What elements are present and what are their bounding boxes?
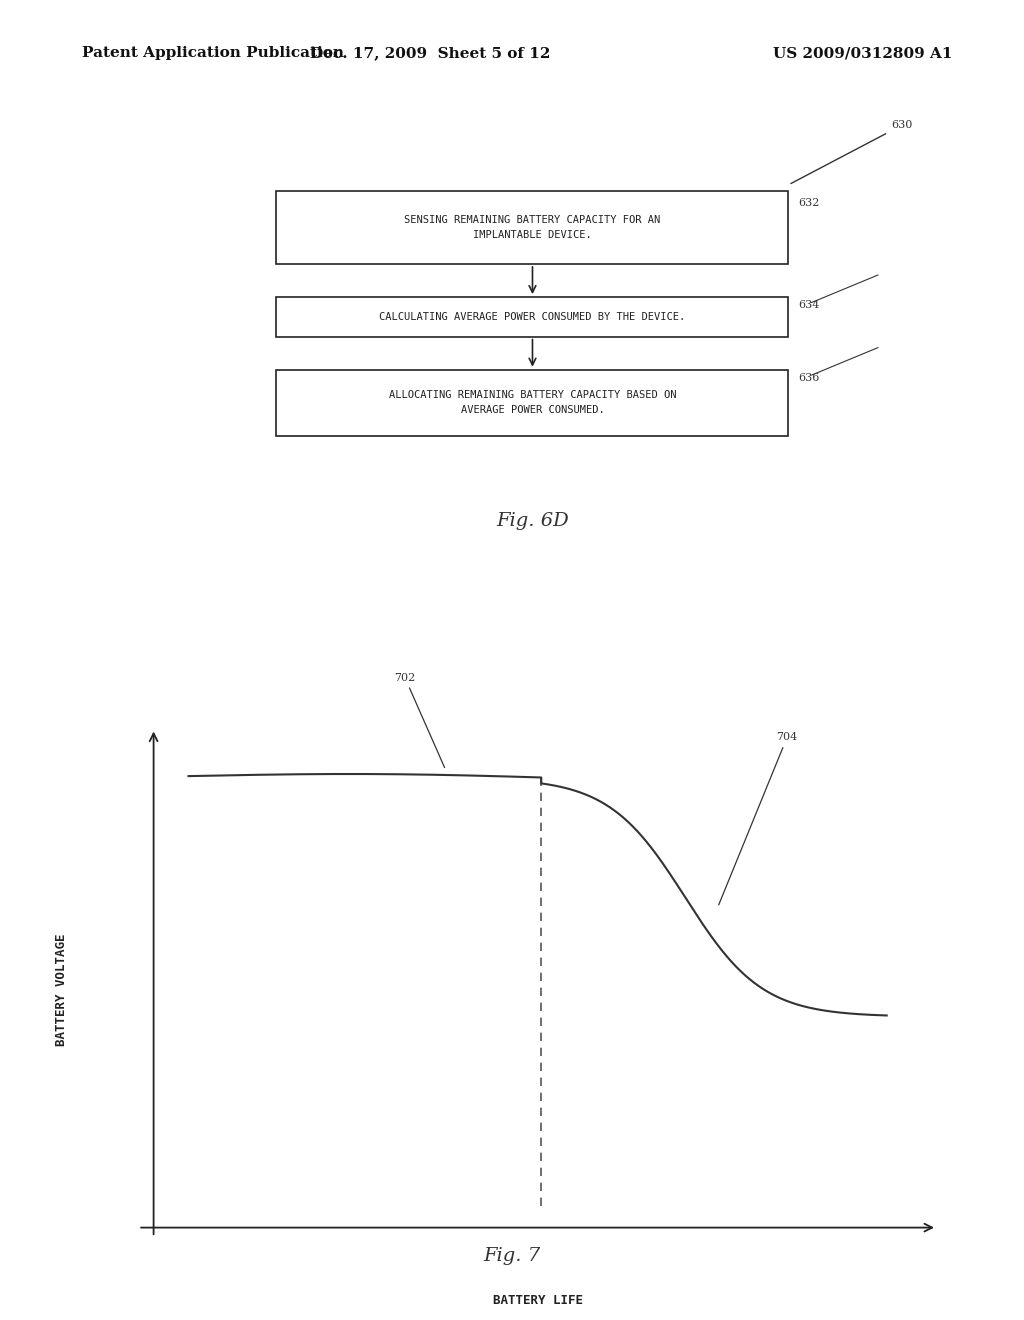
Text: Fig. 6D: Fig. 6D [496, 512, 569, 531]
Text: 702: 702 [394, 673, 444, 768]
Text: Dec. 17, 2009  Sheet 5 of 12: Dec. 17, 2009 Sheet 5 of 12 [310, 46, 550, 61]
Text: BATTERY VOLTAGE: BATTERY VOLTAGE [55, 933, 68, 1047]
Text: 704: 704 [719, 733, 798, 906]
Text: 634: 634 [799, 301, 820, 310]
Text: CALCULATING AVERAGE POWER CONSUMED BY THE DEVICE.: CALCULATING AVERAGE POWER CONSUMED BY TH… [379, 312, 686, 322]
Text: 636: 636 [799, 374, 820, 383]
FancyBboxPatch shape [276, 191, 788, 264]
Text: Patent Application Publication: Patent Application Publication [82, 46, 344, 61]
Text: 630: 630 [791, 120, 912, 183]
Text: ALLOCATING REMAINING BATTERY CAPACITY BASED ON
AVERAGE POWER CONSUMED.: ALLOCATING REMAINING BATTERY CAPACITY BA… [389, 391, 676, 414]
Text: US 2009/0312809 A1: US 2009/0312809 A1 [773, 46, 952, 61]
Text: SENSING REMAINING BATTERY CAPACITY FOR AN
IMPLANTABLE DEVICE.: SENSING REMAINING BATTERY CAPACITY FOR A… [404, 215, 660, 240]
Text: BATTERY LIFE: BATTERY LIFE [493, 1294, 583, 1307]
FancyBboxPatch shape [276, 370, 788, 436]
Text: 632: 632 [799, 198, 820, 209]
Text: Fig. 7: Fig. 7 [483, 1247, 541, 1266]
FancyBboxPatch shape [276, 297, 788, 337]
